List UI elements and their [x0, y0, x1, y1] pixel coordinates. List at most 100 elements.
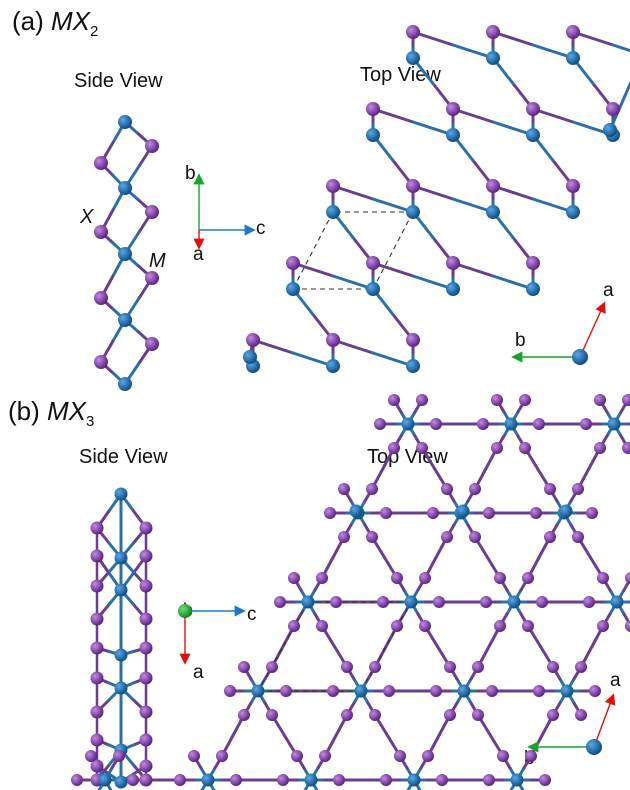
- chalcogen-atom: [446, 102, 460, 116]
- chalcogen-atom: [544, 531, 556, 543]
- metal-atom: [406, 205, 420, 219]
- chalcogen-atom: [519, 394, 531, 406]
- bond: [291, 261, 335, 278]
- chalcogen-atom: [366, 531, 378, 543]
- chalcogen-atom: [580, 418, 592, 430]
- panel-b-label: (b) MX3: [8, 396, 95, 431]
- metal-atom: [366, 128, 380, 142]
- chalcogen-atom: [388, 442, 400, 454]
- chalcogen-atom: [90, 759, 104, 773]
- metal-atom: [114, 681, 128, 695]
- chalcogen-atom: [391, 572, 403, 584]
- chalcogen-atom: [145, 337, 159, 351]
- chalcogen-atom: [566, 25, 580, 39]
- chalcogen-atom: [274, 596, 286, 608]
- chalcogen-atom: [472, 709, 484, 721]
- chalcogen-atom: [533, 418, 545, 430]
- chalcogen-atom: [291, 750, 303, 762]
- chalcogen-atom: [139, 705, 153, 719]
- metal-atom: [114, 583, 128, 597]
- chalcogen-atom: [441, 483, 453, 495]
- chalcogen-atom: [486, 685, 498, 697]
- chalcogen-atom: [380, 507, 392, 519]
- bond: [491, 120, 535, 137]
- bond: [371, 261, 415, 278]
- unit-cell-edge: [360, 601, 412, 692]
- chalcogen-atom: [139, 549, 153, 563]
- axis-label-b: b: [515, 330, 526, 351]
- bond: [491, 30, 535, 47]
- atom-m-label: M: [149, 250, 166, 272]
- chalcogen-atom: [319, 750, 331, 762]
- metal-atom: [366, 282, 380, 296]
- unit-cell-edge: [257, 601, 309, 692]
- chalcogen-atom: [483, 507, 495, 519]
- chalcogen-atom: [145, 205, 159, 219]
- metal-atom: [603, 123, 617, 137]
- metal-atom: [504, 417, 518, 431]
- metal-atom: [404, 595, 418, 609]
- chalcogen-atom: [494, 572, 506, 584]
- bond: [251, 338, 295, 355]
- chalcogen-atom: [280, 685, 292, 697]
- chalcogen-atom: [597, 572, 609, 584]
- chalcogen-atom: [90, 549, 104, 563]
- chalcogen-atom: [174, 774, 186, 786]
- chalcogen-atom: [330, 596, 342, 608]
- chalcogen-atom: [430, 685, 442, 697]
- chalcogen-atom: [519, 442, 531, 454]
- chalcogen-atom: [472, 661, 484, 673]
- metal-atom: [446, 128, 460, 142]
- chalcogen-atom: [477, 418, 489, 430]
- chalcogen-atom: [391, 620, 403, 632]
- chalcogen-atom: [539, 774, 551, 786]
- metal-atom: [406, 51, 420, 65]
- chalcogen-atom: [188, 750, 200, 762]
- bond: [291, 351, 335, 368]
- chalcogen-atom: [522, 620, 534, 632]
- chalcogen-atom: [586, 507, 598, 519]
- chalcogen-atom: [90, 733, 104, 747]
- chalcogen-atom: [338, 483, 350, 495]
- chalcogen-atom: [486, 179, 500, 193]
- metal-atom: [98, 773, 112, 787]
- axis-a-arrow: [593, 693, 616, 748]
- chalcogen-atom: [536, 596, 548, 608]
- metal-atom: [286, 282, 300, 296]
- bond: [451, 197, 495, 214]
- unit-cell-layer: [257, 211, 414, 692]
- chalcogen-atom: [85, 750, 97, 762]
- chalcogen-atom: [90, 612, 104, 626]
- atoms-layer: [71, 25, 630, 789]
- chalcogen-atom: [406, 25, 420, 39]
- bond: [491, 274, 535, 291]
- bonds-layer: [75, 30, 630, 790]
- chalcogen-atom: [230, 774, 242, 786]
- panel-a-label: (a) MX2: [12, 6, 99, 41]
- chalcogen-atom: [238, 709, 250, 721]
- chalcogen-atom: [139, 521, 153, 535]
- bond: [491, 184, 535, 201]
- chalcogen-atom: [145, 139, 159, 153]
- metal-atom: [301, 595, 315, 609]
- bond: [531, 197, 575, 214]
- chalcogen-atom: [491, 394, 503, 406]
- chalcogen-atom: [338, 531, 350, 543]
- bond: [411, 30, 455, 47]
- bond: [608, 80, 630, 132]
- chalcogen-atom: [494, 620, 506, 632]
- chalcogen-atom: [625, 572, 630, 584]
- bond: [611, 43, 630, 53]
- chalcogen-atom: [316, 572, 328, 584]
- bond: [531, 107, 575, 124]
- chalcogen-atom: [441, 531, 453, 543]
- metal-atom: [304, 773, 318, 787]
- chalcogen-atom: [436, 774, 448, 786]
- chalcogen-atom: [597, 620, 609, 632]
- chalcogen-atom: [90, 579, 104, 593]
- metal-atom: [118, 181, 132, 195]
- axis-label-a: a: [193, 244, 204, 265]
- chalcogen-atom: [533, 685, 545, 697]
- panel-a-side-view-title: Side View: [74, 70, 163, 92]
